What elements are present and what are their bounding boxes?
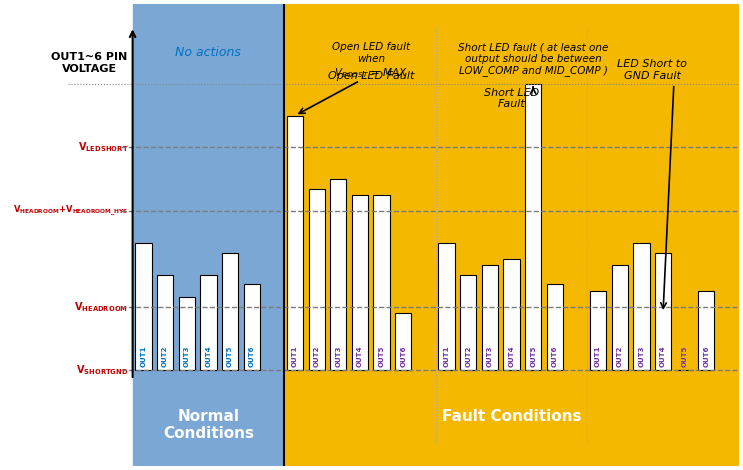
Text: OUT1~6 PIN
VOLTAGE: OUT1~6 PIN VOLTAGE — [51, 52, 128, 73]
Text: OUT1: OUT1 — [444, 345, 450, 367]
Bar — [547, 284, 563, 370]
Text: Open LED Fault: Open LED Fault — [328, 70, 414, 80]
Bar — [244, 284, 260, 370]
Text: OUT5: OUT5 — [227, 346, 233, 367]
Text: LED Short to
GND Fault: LED Short to GND Fault — [617, 59, 687, 80]
Text: OUT6: OUT6 — [249, 346, 255, 367]
Bar — [481, 265, 498, 370]
Text: OUT3: OUT3 — [184, 345, 189, 367]
Text: OUT2: OUT2 — [314, 346, 319, 367]
Text: OUT2: OUT2 — [617, 346, 623, 367]
Text: Open LED fault
when
$V_{BOOST}$ = MAX: Open LED fault when $V_{BOOST}$ = MAX — [331, 42, 410, 80]
Text: OUT3: OUT3 — [335, 345, 341, 367]
Text: OUT1: OUT1 — [140, 345, 146, 367]
Text: OUT4: OUT4 — [508, 345, 514, 367]
Text: $\mathbf{V_{LEDSHORT}}$: $\mathbf{V_{LEDSHORT}}$ — [77, 141, 129, 154]
Bar — [655, 252, 671, 370]
Text: Short LED fault ( at least one
output should be between
LOW_COMP and MID_COMP ): Short LED fault ( at least one output sh… — [458, 42, 609, 77]
Text: OUT4: OUT4 — [357, 345, 363, 367]
Text: No actions: No actions — [175, 46, 241, 59]
Text: OUT6: OUT6 — [552, 346, 558, 367]
Bar — [287, 116, 303, 370]
Text: OUT4: OUT4 — [205, 345, 212, 367]
Bar — [395, 313, 412, 370]
Bar — [438, 243, 455, 370]
Text: OUT2: OUT2 — [465, 346, 471, 367]
Text: OUT1: OUT1 — [292, 345, 298, 367]
Bar — [157, 275, 173, 370]
Bar — [201, 275, 216, 370]
Text: OUT5: OUT5 — [379, 346, 385, 367]
Text: OUT1: OUT1 — [595, 345, 601, 367]
Bar — [525, 84, 541, 370]
Bar — [284, 4, 739, 466]
Bar — [611, 265, 628, 370]
Text: OUT2: OUT2 — [162, 346, 168, 367]
Bar — [590, 291, 606, 370]
Text: $\mathbf{V_{HEADROOM}}$: $\mathbf{V_{HEADROOM}}$ — [74, 300, 129, 313]
Text: OUT3: OUT3 — [487, 345, 493, 367]
Bar — [503, 259, 519, 370]
Bar — [633, 243, 649, 370]
Bar — [178, 297, 195, 370]
Bar — [135, 243, 152, 370]
Text: Short LED
Fault: Short LED Fault — [484, 87, 539, 109]
Text: OUT6: OUT6 — [400, 346, 406, 367]
Bar — [374, 195, 390, 370]
Bar — [330, 179, 346, 370]
Bar — [352, 195, 368, 370]
Bar — [698, 291, 715, 370]
Text: Normal
Conditions: Normal Conditions — [163, 408, 254, 441]
Text: OUT5: OUT5 — [682, 346, 688, 367]
Bar — [308, 189, 325, 370]
Bar — [132, 4, 284, 466]
Text: OUT3: OUT3 — [638, 345, 644, 367]
Text: OUT4: OUT4 — [660, 345, 666, 367]
Text: $\mathbf{V_{HEADROOM}}$$\mathbf{+V_{HEADROOM\_HYS}}$: $\mathbf{V_{HEADROOM}}$$\mathbf{+V_{HEAD… — [13, 204, 129, 218]
Bar — [460, 275, 476, 370]
Text: OUT5: OUT5 — [531, 346, 536, 367]
Bar — [222, 252, 239, 370]
Text: OUT6: OUT6 — [704, 346, 710, 367]
Text: $\mathbf{V_{SHORTGND}}$: $\mathbf{V_{SHORTGND}}$ — [76, 363, 129, 377]
Text: Fault Conditions: Fault Conditions — [442, 408, 581, 423]
